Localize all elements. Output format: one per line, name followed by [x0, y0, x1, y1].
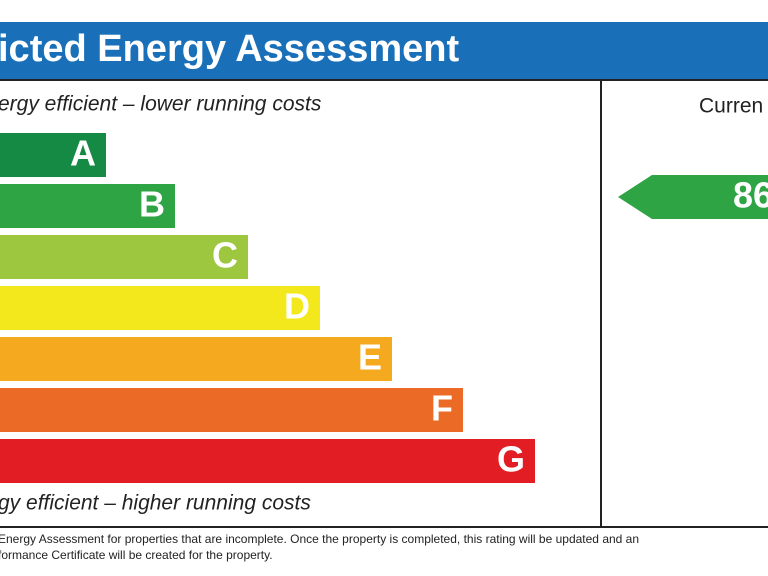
- band-letter: E: [358, 337, 382, 378]
- band-bar: [0, 337, 392, 381]
- top-note: ergy efficient – lower running costs: [0, 93, 322, 116]
- current-rating: 86: [733, 175, 768, 216]
- band-bar: [0, 235, 248, 279]
- band-bar: [0, 286, 320, 330]
- band-bar: [0, 133, 106, 177]
- current-heading: Curren: [699, 95, 763, 118]
- bottom-note: gy efficient – higher running costs: [0, 492, 311, 515]
- band-bar: [0, 439, 535, 483]
- band-letter: B: [139, 184, 165, 225]
- footnote: Energy Assessment for properties that ar…: [0, 532, 639, 546]
- band-letter: C: [212, 235, 238, 276]
- band-letter: G: [497, 439, 525, 480]
- band-bar: [0, 184, 175, 228]
- current-arrow: [618, 175, 768, 219]
- header-bar: [0, 22, 768, 79]
- footnote: formance Certificate will be created for…: [0, 548, 273, 562]
- band-bar: [0, 388, 463, 432]
- band-letter: F: [431, 388, 453, 429]
- band-letter: D: [284, 286, 310, 327]
- header-title: icted Energy Assessment: [0, 28, 459, 70]
- band-letter: A: [70, 133, 96, 174]
